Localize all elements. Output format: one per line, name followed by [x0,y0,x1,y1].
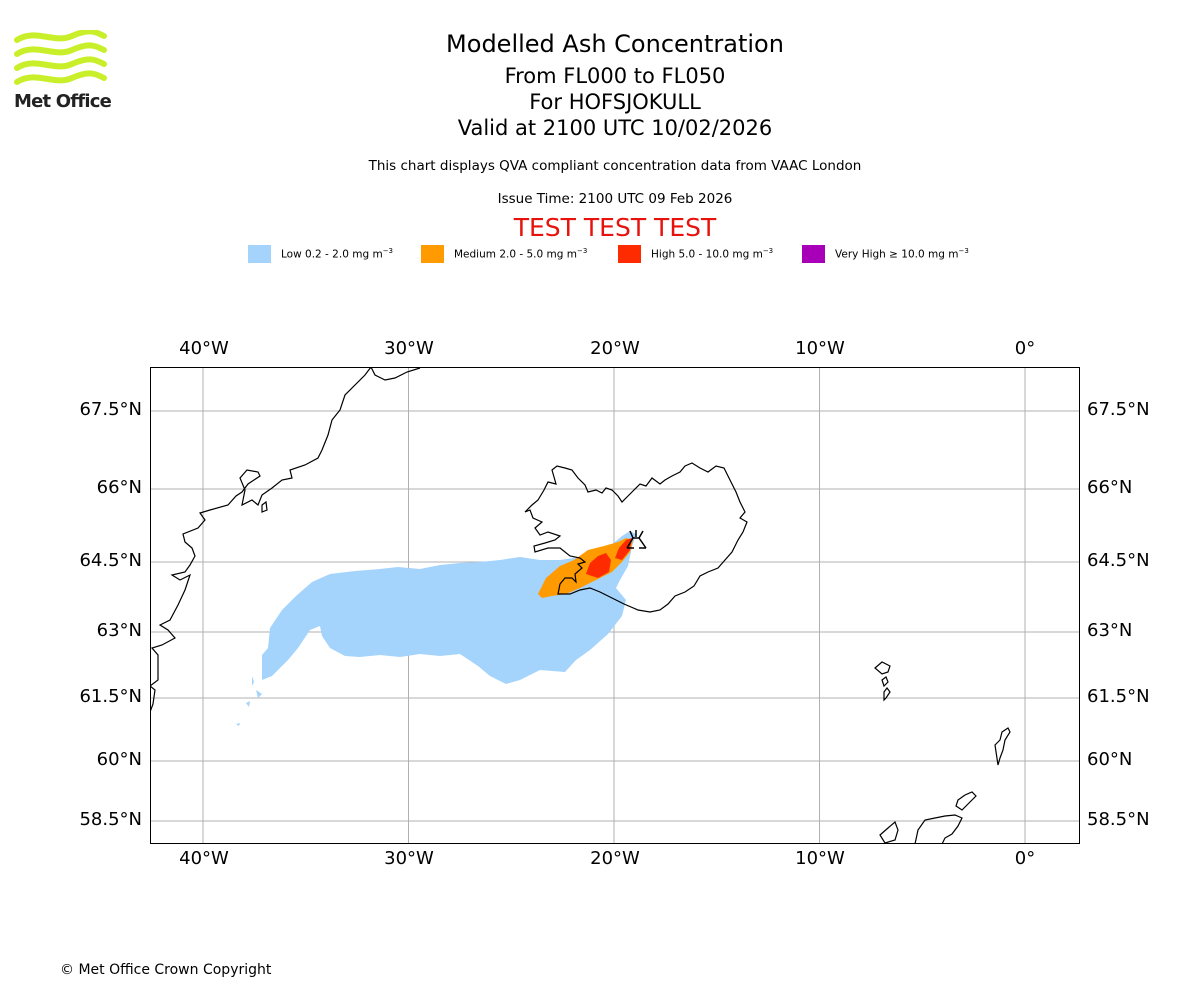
lat-tick-right-64-5n: 64.5°N [1087,550,1150,571]
coastline-orkney [955,791,977,811]
coastlines [150,367,1011,844]
met-office-logo [14,30,107,85]
flight-level-range: From FL000 to FL050 [504,64,726,88]
lat-tick-left-60n: 60°N [96,749,142,770]
ash-plume-low [236,531,636,726]
lat-tick-right-61-5n: 61.5°N [1087,686,1150,707]
lat-tick-right-60n: 60°N [1087,749,1133,770]
lat-tick-left-58-5n: 58.5°N [79,809,142,830]
lon-tick-top-30w: 30°W [384,338,434,359]
test-banner: TEST TEST TEST [513,213,717,242]
legend-swatch-high [618,244,641,263]
ash-concentration-map [150,367,1080,844]
coastline-greenland-islet [261,500,268,513]
lat-tick-left-66n: 66°N [96,477,142,498]
met-office-logo-text: Met Office [14,91,112,112]
legend-label-medium: Medium 2.0 - 5.0 mg m−3 [454,246,588,261]
lon-tick-top-0: 0° [1014,338,1036,359]
lon-tick-bottom-10w: 10°W [795,848,845,869]
ash-plume-high [586,538,632,578]
valid-time: Valid at 2100 UTC 10/02/2026 [457,116,773,140]
legend-item-medium: Medium 2.0 - 5.0 mg m−3 [421,244,587,263]
lat-tick-right-58-5n: 58.5°N [1087,809,1150,830]
volcano-name: For HOFSJOKULL [529,90,701,114]
lon-tick-top-20w: 20°W [590,338,640,359]
lon-tick-bottom-0: 0° [1014,848,1036,869]
legend-label-low: Low 0.2 - 2.0 mg m−3 [281,246,394,261]
lat-tick-left-61-5n: 61.5°N [79,686,142,707]
legend-swatch-low [248,244,271,263]
legend-item-low: Low 0.2 - 2.0 mg m−3 [248,244,393,263]
lon-tick-top-10w: 10°W [795,338,845,359]
lon-tick-bottom-20w: 20°W [590,848,640,869]
lon-tick-bottom-30w: 30°W [384,848,434,869]
legend-swatch-medium [421,244,444,263]
legend-label-high: High 5.0 - 10.0 mg m−3 [651,246,774,261]
lat-tick-right-63n: 63°N [1087,620,1133,641]
lat-tick-left-63n: 63°N [96,620,142,641]
legend-item-very-high: Very High ≥ 10.0 mg m−3 [802,244,969,263]
ash-plume-medium [538,538,633,598]
chart-title: Modelled Ash Concentration [446,30,784,58]
lat-tick-right-66n: 66°N [1087,477,1133,498]
lon-tick-bottom-40w: 40°W [179,848,229,869]
coastline-iceland [524,462,748,613]
coastline-greenland [150,367,421,713]
copyright-notice: © Met Office Crown Copyright [60,962,272,978]
lat-tick-left-67-5n: 67.5°N [79,399,142,420]
legend-item-high: High 5.0 - 10.0 mg m−3 [618,244,773,263]
lat-tick-right-67-5n: 67.5°N [1087,399,1150,420]
legend-label-very-high: Very High ≥ 10.0 mg m−3 [835,246,969,261]
issue-time: Issue Time: 2100 UTC 09 Feb 2026 [497,191,733,207]
map-frame [150,367,1080,844]
volcano-marker [626,530,647,549]
lat-tick-left-64-5n: 64.5°N [79,550,142,571]
coastline-faroe-islands [874,661,891,702]
chart-description: This chart displays QVA compliant concen… [368,158,862,174]
coastline-shetland [994,727,1011,766]
lon-tick-top-40w: 40°W [179,338,229,359]
legend-swatch-very-high [802,244,825,263]
